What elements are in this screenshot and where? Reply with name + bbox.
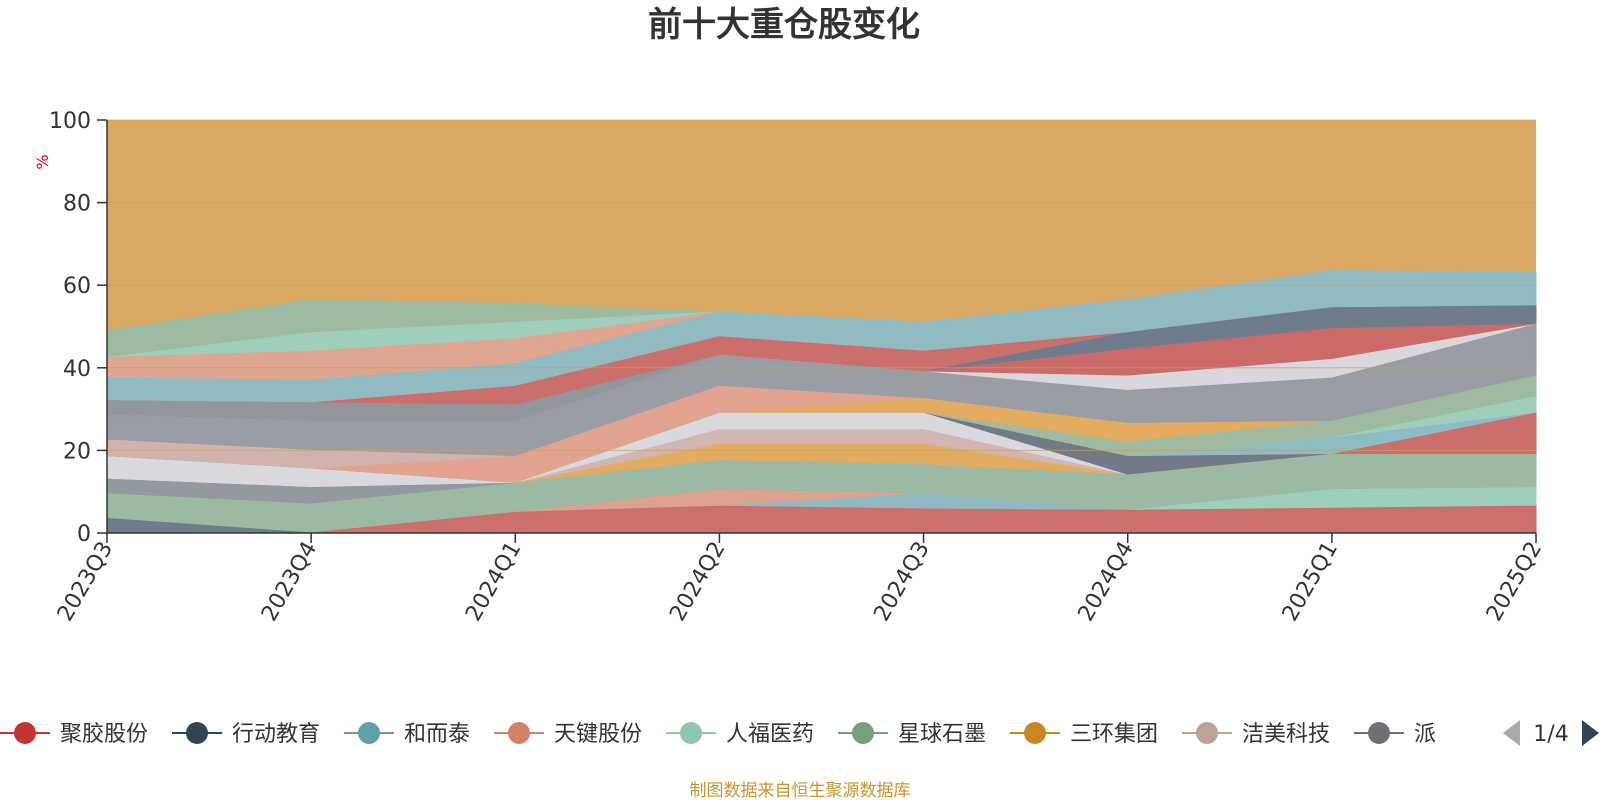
y-tick-label: 80 [63,192,91,217]
gridlines [107,119,1536,451]
prev-page-icon[interactable] [1503,720,1520,746]
legend-marker-icon [186,722,208,744]
y-tick-label: 100 [49,109,91,134]
legend-marker-icon [508,722,530,744]
legend-label: 派 [1414,722,1436,747]
y-axis-unit: % [33,154,52,169]
legend: 聚胶股份 行动教育 和而泰 天键股份 人福医药 星球石墨 三环集团 洁美科技 派 [0,722,1436,747]
y-tick-label: 0 [77,522,91,547]
next-page-icon[interactable] [1582,720,1599,746]
x-tick-label: 2024Q1 [461,538,526,626]
legend-marker-icon [1024,722,1046,744]
area-series-0 [107,505,1537,534]
y-tick-label: 60 [63,274,91,299]
legend-items: 聚胶股份 行动教育 和而泰 天键股份 人福医药 星球石墨 三环集团 洁美科技 派 [0,722,1436,747]
legend-label: 天键股份 [554,722,642,747]
legend-marker-icon [852,722,874,744]
legend-label: 聚胶股份 [60,722,148,747]
x-tick-label: 2024Q3 [869,538,934,626]
legend-item[interactable]: 行动教育 [172,722,320,747]
y-tick-label: 20 [63,439,91,464]
legend-item[interactable]: 洁美科技 [1182,722,1330,747]
legend-marker-icon [358,722,380,744]
legend-item[interactable]: 三环集团 [1010,722,1158,747]
chart-title: 前十大重仓股变化 [648,5,920,45]
y-tick-label: 40 [63,357,91,382]
x-tick-label: 2025Q2 [1482,538,1547,626]
x-tick-label: 2024Q4 [1074,538,1139,626]
legend-page-indicator: 1/4 [1533,722,1568,747]
legend-label: 人福医药 [726,722,814,747]
legend-marker-icon [680,722,702,744]
x-tick-label: 2025Q1 [1278,538,1343,626]
legend-item[interactable]: 星球石墨 [838,722,986,747]
legend-item[interactable]: 和而泰 [344,722,470,747]
legend-item[interactable]: 派 [1354,722,1436,747]
x-tick-label: 2023Q3 [53,538,118,626]
legend-marker-icon [1196,722,1218,744]
legend-label: 和而泰 [404,722,470,747]
legend-label: 洁美科技 [1242,722,1330,747]
legend-item[interactable]: 聚胶股份 [0,722,148,747]
legend-item[interactable]: 天键股份 [494,722,642,747]
legend-label: 行动教育 [232,722,320,747]
legend-label: 星球石墨 [898,722,986,747]
legend-marker-icon [14,722,36,744]
legend-label: 三环集团 [1070,722,1158,747]
plot-area [106,120,1537,534]
x-tick-label: 2023Q4 [257,538,322,626]
legend-item[interactable]: 人福医药 [666,722,814,747]
x-tick-label: 2024Q2 [665,538,730,626]
data-source-note: 制图数据来自恒生聚源数据库 [690,781,911,800]
legend-pager: 1/4 [1503,720,1599,747]
legend-marker-icon [1368,722,1390,744]
